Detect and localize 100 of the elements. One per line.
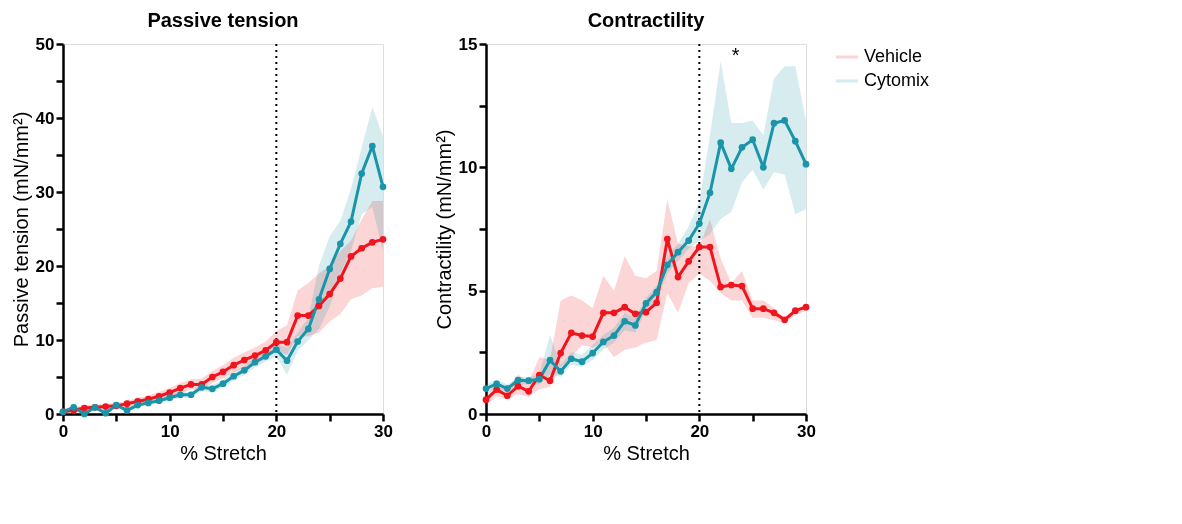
point xyxy=(315,295,323,303)
point xyxy=(749,305,757,313)
point xyxy=(567,329,575,337)
point xyxy=(567,355,575,363)
y-tick-label: 0 xyxy=(468,404,478,424)
point xyxy=(208,385,216,393)
point xyxy=(326,290,334,298)
point xyxy=(770,119,778,127)
point xyxy=(187,391,195,399)
point xyxy=(749,136,757,144)
point xyxy=(802,160,810,168)
point xyxy=(717,139,725,147)
point xyxy=(262,352,270,360)
y-tick-label: 40 xyxy=(35,108,55,128)
point xyxy=(759,163,767,171)
y-tick-label: 10 xyxy=(458,157,478,177)
point xyxy=(166,394,174,402)
y-axis-title: Contractility (mN/mm²) xyxy=(432,129,455,330)
point xyxy=(493,380,501,388)
point xyxy=(727,281,735,289)
point xyxy=(663,261,671,269)
point xyxy=(781,117,789,124)
point xyxy=(791,137,799,145)
point xyxy=(283,338,291,346)
legend-label: Vehicle xyxy=(864,46,923,66)
point xyxy=(123,400,131,407)
point xyxy=(379,236,387,243)
point xyxy=(80,404,88,412)
point xyxy=(578,332,586,339)
y-tick-label: 30 xyxy=(35,182,55,202)
point xyxy=(219,368,227,376)
point xyxy=(304,312,312,319)
point xyxy=(102,403,110,410)
y-tick-label: 10 xyxy=(35,330,55,350)
point xyxy=(358,244,366,252)
point xyxy=(610,309,618,317)
point xyxy=(791,307,799,314)
point xyxy=(326,265,334,273)
point xyxy=(219,380,227,388)
point xyxy=(599,338,607,346)
point xyxy=(685,237,693,244)
x-tick-label: 30 xyxy=(797,421,816,441)
legend-label: Cytomix xyxy=(864,70,930,90)
point xyxy=(240,356,248,364)
point xyxy=(685,257,693,265)
point xyxy=(294,338,302,345)
x-tick-label: 10 xyxy=(160,421,180,441)
chart-title: Passive tension xyxy=(147,9,299,31)
point xyxy=(770,309,778,317)
point xyxy=(80,410,88,418)
point xyxy=(738,144,746,151)
point xyxy=(642,308,650,316)
point xyxy=(134,401,142,409)
x-tick-label: 0 xyxy=(481,421,492,441)
point xyxy=(802,303,810,311)
point xyxy=(208,373,216,381)
x-axis-title: % Stretch xyxy=(180,441,267,464)
point xyxy=(653,299,661,307)
point xyxy=(535,375,543,383)
point xyxy=(230,372,238,380)
point xyxy=(695,220,703,227)
point xyxy=(336,240,344,248)
point xyxy=(781,316,789,324)
point xyxy=(674,273,682,281)
point xyxy=(187,381,195,388)
point xyxy=(706,189,714,197)
point xyxy=(695,243,703,251)
point xyxy=(347,253,355,260)
y-tick-label: 50 xyxy=(35,34,55,54)
point xyxy=(514,376,522,384)
y-tick-label: 0 xyxy=(45,404,55,424)
point xyxy=(610,332,618,339)
x-tick-label: 10 xyxy=(583,421,603,441)
point xyxy=(631,310,639,318)
point xyxy=(663,235,671,243)
point xyxy=(272,338,280,346)
point xyxy=(589,349,597,357)
point xyxy=(240,366,248,374)
point xyxy=(368,142,376,150)
y-tick-label: 20 xyxy=(35,256,55,276)
point xyxy=(304,325,312,333)
point xyxy=(621,303,629,311)
point xyxy=(642,299,650,307)
point xyxy=(379,183,387,191)
x-axis-title: % Stretch xyxy=(603,441,690,464)
x-tick-label: 30 xyxy=(374,421,393,441)
point xyxy=(347,218,355,225)
point xyxy=(482,385,490,392)
point xyxy=(599,309,607,317)
point xyxy=(503,392,511,400)
point xyxy=(514,382,522,390)
y-axis-title: Passive tension (mN/mm²) xyxy=(9,111,32,348)
point xyxy=(674,248,682,256)
point xyxy=(251,352,259,359)
point xyxy=(631,322,639,329)
point xyxy=(262,347,270,354)
point xyxy=(706,243,714,251)
point xyxy=(738,282,746,290)
y-tick-label: 15 xyxy=(458,34,478,54)
point xyxy=(176,384,184,392)
